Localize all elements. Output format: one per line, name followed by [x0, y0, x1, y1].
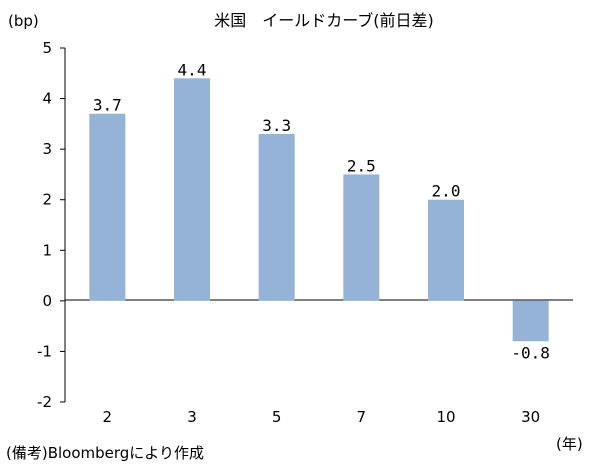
bar	[343, 174, 380, 301]
x-tick-label: 5	[272, 408, 282, 426]
chart-title: 米国 イールドカーブ(前日差)	[214, 11, 434, 30]
bar-data-label: 4.4	[178, 60, 207, 79]
x-tick-label: 30	[521, 408, 540, 426]
bar	[258, 133, 295, 301]
bar	[174, 78, 210, 301]
x-tick-label: 2	[103, 408, 113, 426]
source-note: (備考)Bloombergにより作成	[6, 444, 204, 462]
bar	[428, 199, 464, 301]
y-tick-label: 1	[42, 241, 52, 259]
bar-data-label: 3.3	[262, 116, 291, 135]
bar-data-label: 2.5	[347, 156, 376, 175]
y-tick-label: 0	[42, 292, 52, 310]
bar-data-label: 2.0	[432, 182, 461, 201]
x-axis-unit-label: (年)	[556, 435, 583, 453]
bar-data-label: 3.7	[93, 96, 122, 115]
x-tick-label: 3	[187, 408, 197, 426]
bar-data-label: -0.8	[511, 343, 550, 362]
x-tick-label: 10	[436, 408, 455, 426]
y-tick-label: 4	[42, 90, 52, 108]
y-ticks: 5 4 3 2 1 0 -1 -2	[37, 39, 65, 411]
y-tick-label: -1	[37, 342, 52, 360]
x-tick-labels: 2 3 5 7 10 30	[103, 408, 541, 426]
y-tick-label: 5	[42, 39, 52, 57]
x-tick-label: 7	[357, 408, 367, 426]
bar	[512, 300, 549, 342]
y-tick-label: 2	[42, 191, 52, 209]
bars: 3.7 4.4 3.3 2.5 2.0 -0.8	[89, 60, 550, 362]
y-tick-label: -2	[37, 393, 52, 411]
y-tick-label: 3	[42, 140, 52, 158]
y-axis-unit-label: (bp)	[8, 12, 39, 30]
bar	[89, 113, 126, 301]
